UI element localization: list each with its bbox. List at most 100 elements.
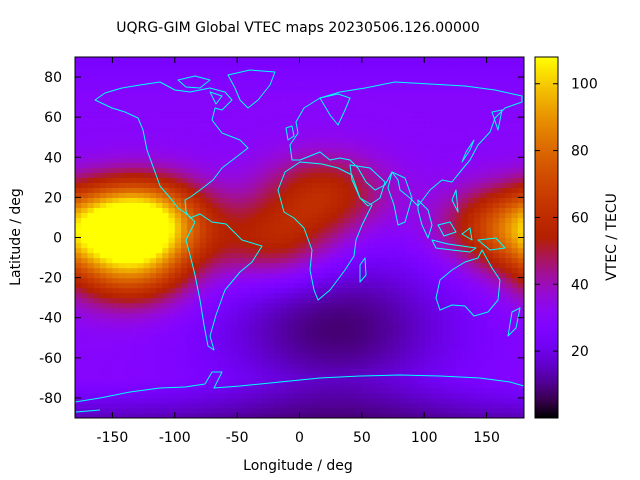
- vtec-cell: [237, 402, 244, 409]
- vtec-cell: [474, 82, 481, 88]
- vtec-cell: [492, 307, 500, 314]
- vtec-cell: [405, 382, 413, 389]
- vtec-cell: [174, 197, 182, 203]
- vtec-cell: [168, 242, 176, 249]
- vtec-cell: [199, 287, 207, 294]
- vtec-cell: [324, 127, 332, 133]
- vtec-cell: [361, 287, 369, 294]
- vtec-cell: [343, 257, 350, 264]
- vtec-cell: [174, 112, 182, 118]
- vtec-cell: [268, 167, 276, 173]
- vtec-cell: [75, 67, 82, 73]
- vtec-cell: [505, 372, 513, 379]
- vtec-cell: [299, 302, 307, 309]
- vtec-cell: [249, 102, 257, 108]
- vtec-cell: [299, 162, 307, 168]
- vtec-cell: [181, 92, 188, 98]
- vtec-cell: [199, 212, 207, 219]
- vtec-cell: [411, 122, 419, 128]
- vtec-cell: [243, 192, 251, 198]
- vtec-cell: [330, 102, 338, 108]
- vtec-cell: [249, 152, 257, 158]
- vtec-cell: [311, 147, 319, 153]
- vtec-cell: [93, 92, 101, 98]
- vtec-cell: [131, 287, 138, 294]
- vtec-cell: [417, 227, 425, 234]
- vtec-cell: [193, 227, 201, 234]
- vtec-cell: [305, 317, 313, 324]
- vtec-cell: [330, 262, 338, 269]
- vtec-cell: [168, 102, 176, 108]
- vtec-cell: [106, 112, 114, 118]
- vtec-cell: [106, 197, 114, 203]
- vtec-cell: [405, 147, 413, 153]
- vtec-cell: [137, 297, 145, 304]
- vtec-cell: [455, 252, 463, 259]
- vtec-cell: [486, 67, 494, 73]
- vtec-cell: [374, 362, 382, 369]
- vtec-cell: [143, 192, 151, 198]
- vtec-cell: [230, 262, 238, 269]
- vtec-cell: [311, 227, 319, 234]
- vtec-cell: [243, 322, 251, 329]
- vtec-cell: [374, 167, 382, 173]
- vtec-cell: [268, 162, 276, 168]
- vtec-cell: [368, 87, 375, 93]
- vtec-cell: [486, 147, 494, 153]
- vtec-cell: [93, 242, 101, 249]
- vtec-cell: [361, 297, 369, 304]
- vtec-cell: [168, 257, 176, 264]
- vtec-cell: [156, 222, 163, 229]
- vtec-cell: [324, 222, 332, 229]
- vtec-cell: [318, 67, 326, 73]
- vtec-cell: [361, 377, 369, 384]
- vtec-cell: [168, 337, 176, 344]
- vtec-cell: [343, 227, 350, 234]
- vtec-cell: [374, 257, 382, 264]
- vtec-cell: [424, 217, 432, 224]
- vtec-cell: [480, 402, 488, 409]
- vtec-cell: [349, 257, 357, 264]
- vtec-cell: [87, 262, 95, 269]
- vtec-cell: [318, 407, 326, 414]
- vtec-cell: [386, 392, 394, 399]
- vtec-cell: [386, 102, 394, 108]
- vtec-cell: [280, 232, 288, 239]
- vtec-cell: [436, 162, 444, 168]
- vtec-cell: [174, 397, 182, 404]
- vtec-cell: [262, 72, 269, 78]
- vtec-cell: [274, 182, 282, 188]
- vtec-cell: [137, 277, 145, 284]
- vtec-cell: [467, 342, 475, 349]
- vtec-cell: [355, 132, 363, 138]
- vtec-cell: [436, 227, 444, 234]
- vtec-cell: [393, 302, 400, 309]
- vtec-cell: [449, 77, 457, 83]
- vtec-cell: [343, 327, 350, 334]
- vtec-cell: [218, 182, 226, 188]
- vtec-cell: [137, 242, 145, 249]
- vtec-cell: [237, 187, 244, 193]
- vtec-cell: [199, 312, 207, 319]
- vtec-cell: [87, 347, 95, 354]
- vtec-cell: [486, 277, 494, 284]
- vtec-cell: [255, 337, 263, 344]
- vtec-cell: [343, 337, 350, 344]
- vtec-cell: [131, 267, 138, 274]
- vtec-cell: [249, 357, 257, 364]
- vtec-cell: [349, 152, 357, 158]
- vtec-cell: [137, 72, 145, 78]
- vtec-cell: [455, 297, 463, 304]
- vtec-cell: [274, 352, 282, 359]
- vtec-cell: [187, 377, 195, 384]
- vtec-cell: [124, 122, 132, 128]
- vtec-cell: [205, 297, 213, 304]
- vtec-cell: [430, 242, 438, 249]
- vtec-cell: [318, 292, 326, 299]
- vtec-cell: [99, 242, 107, 249]
- vtec-cell: [218, 387, 226, 394]
- vtec-cell: [355, 257, 363, 264]
- vtec-cell: [131, 252, 138, 259]
- vtec-cell: [81, 332, 89, 339]
- vtec-cell: [75, 77, 82, 83]
